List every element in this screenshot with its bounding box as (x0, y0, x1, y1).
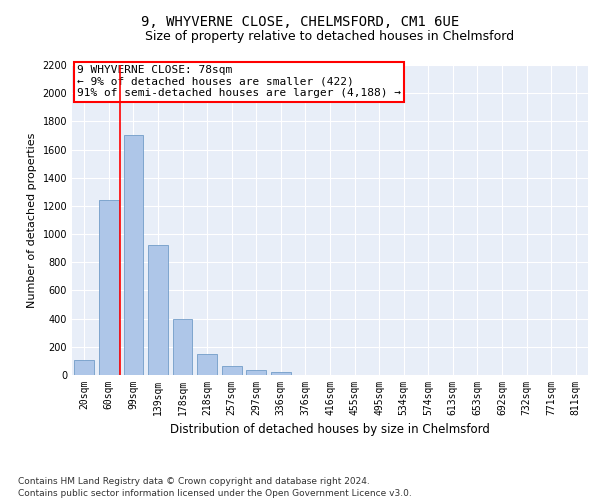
Text: Contains HM Land Registry data © Crown copyright and database right 2024.: Contains HM Land Registry data © Crown c… (18, 478, 370, 486)
Text: Contains public sector information licensed under the Open Government Licence v3: Contains public sector information licen… (18, 489, 412, 498)
Bar (271, 372, 290, 375)
Bar (247, 370, 266, 375)
Bar (173, 318, 193, 375)
X-axis label: Distribution of detached houses by size in Chelmsford: Distribution of detached houses by size … (170, 424, 490, 436)
Bar (148, 246, 168, 375)
Title: Size of property relative to detached houses in Chelmsford: Size of property relative to detached ho… (145, 30, 515, 43)
Bar (124, 136, 143, 375)
Bar (99, 200, 119, 375)
Y-axis label: Number of detached properties: Number of detached properties (27, 132, 37, 308)
Bar (197, 354, 217, 375)
Bar (222, 366, 242, 375)
Text: 9 WHYVERNE CLOSE: 78sqm
← 9% of detached houses are smaller (422)
91% of semi-de: 9 WHYVERNE CLOSE: 78sqm ← 9% of detached… (77, 65, 401, 98)
Bar (74, 360, 94, 375)
Text: 9, WHYVERNE CLOSE, CHELMSFORD, CM1 6UE: 9, WHYVERNE CLOSE, CHELMSFORD, CM1 6UE (141, 15, 459, 29)
